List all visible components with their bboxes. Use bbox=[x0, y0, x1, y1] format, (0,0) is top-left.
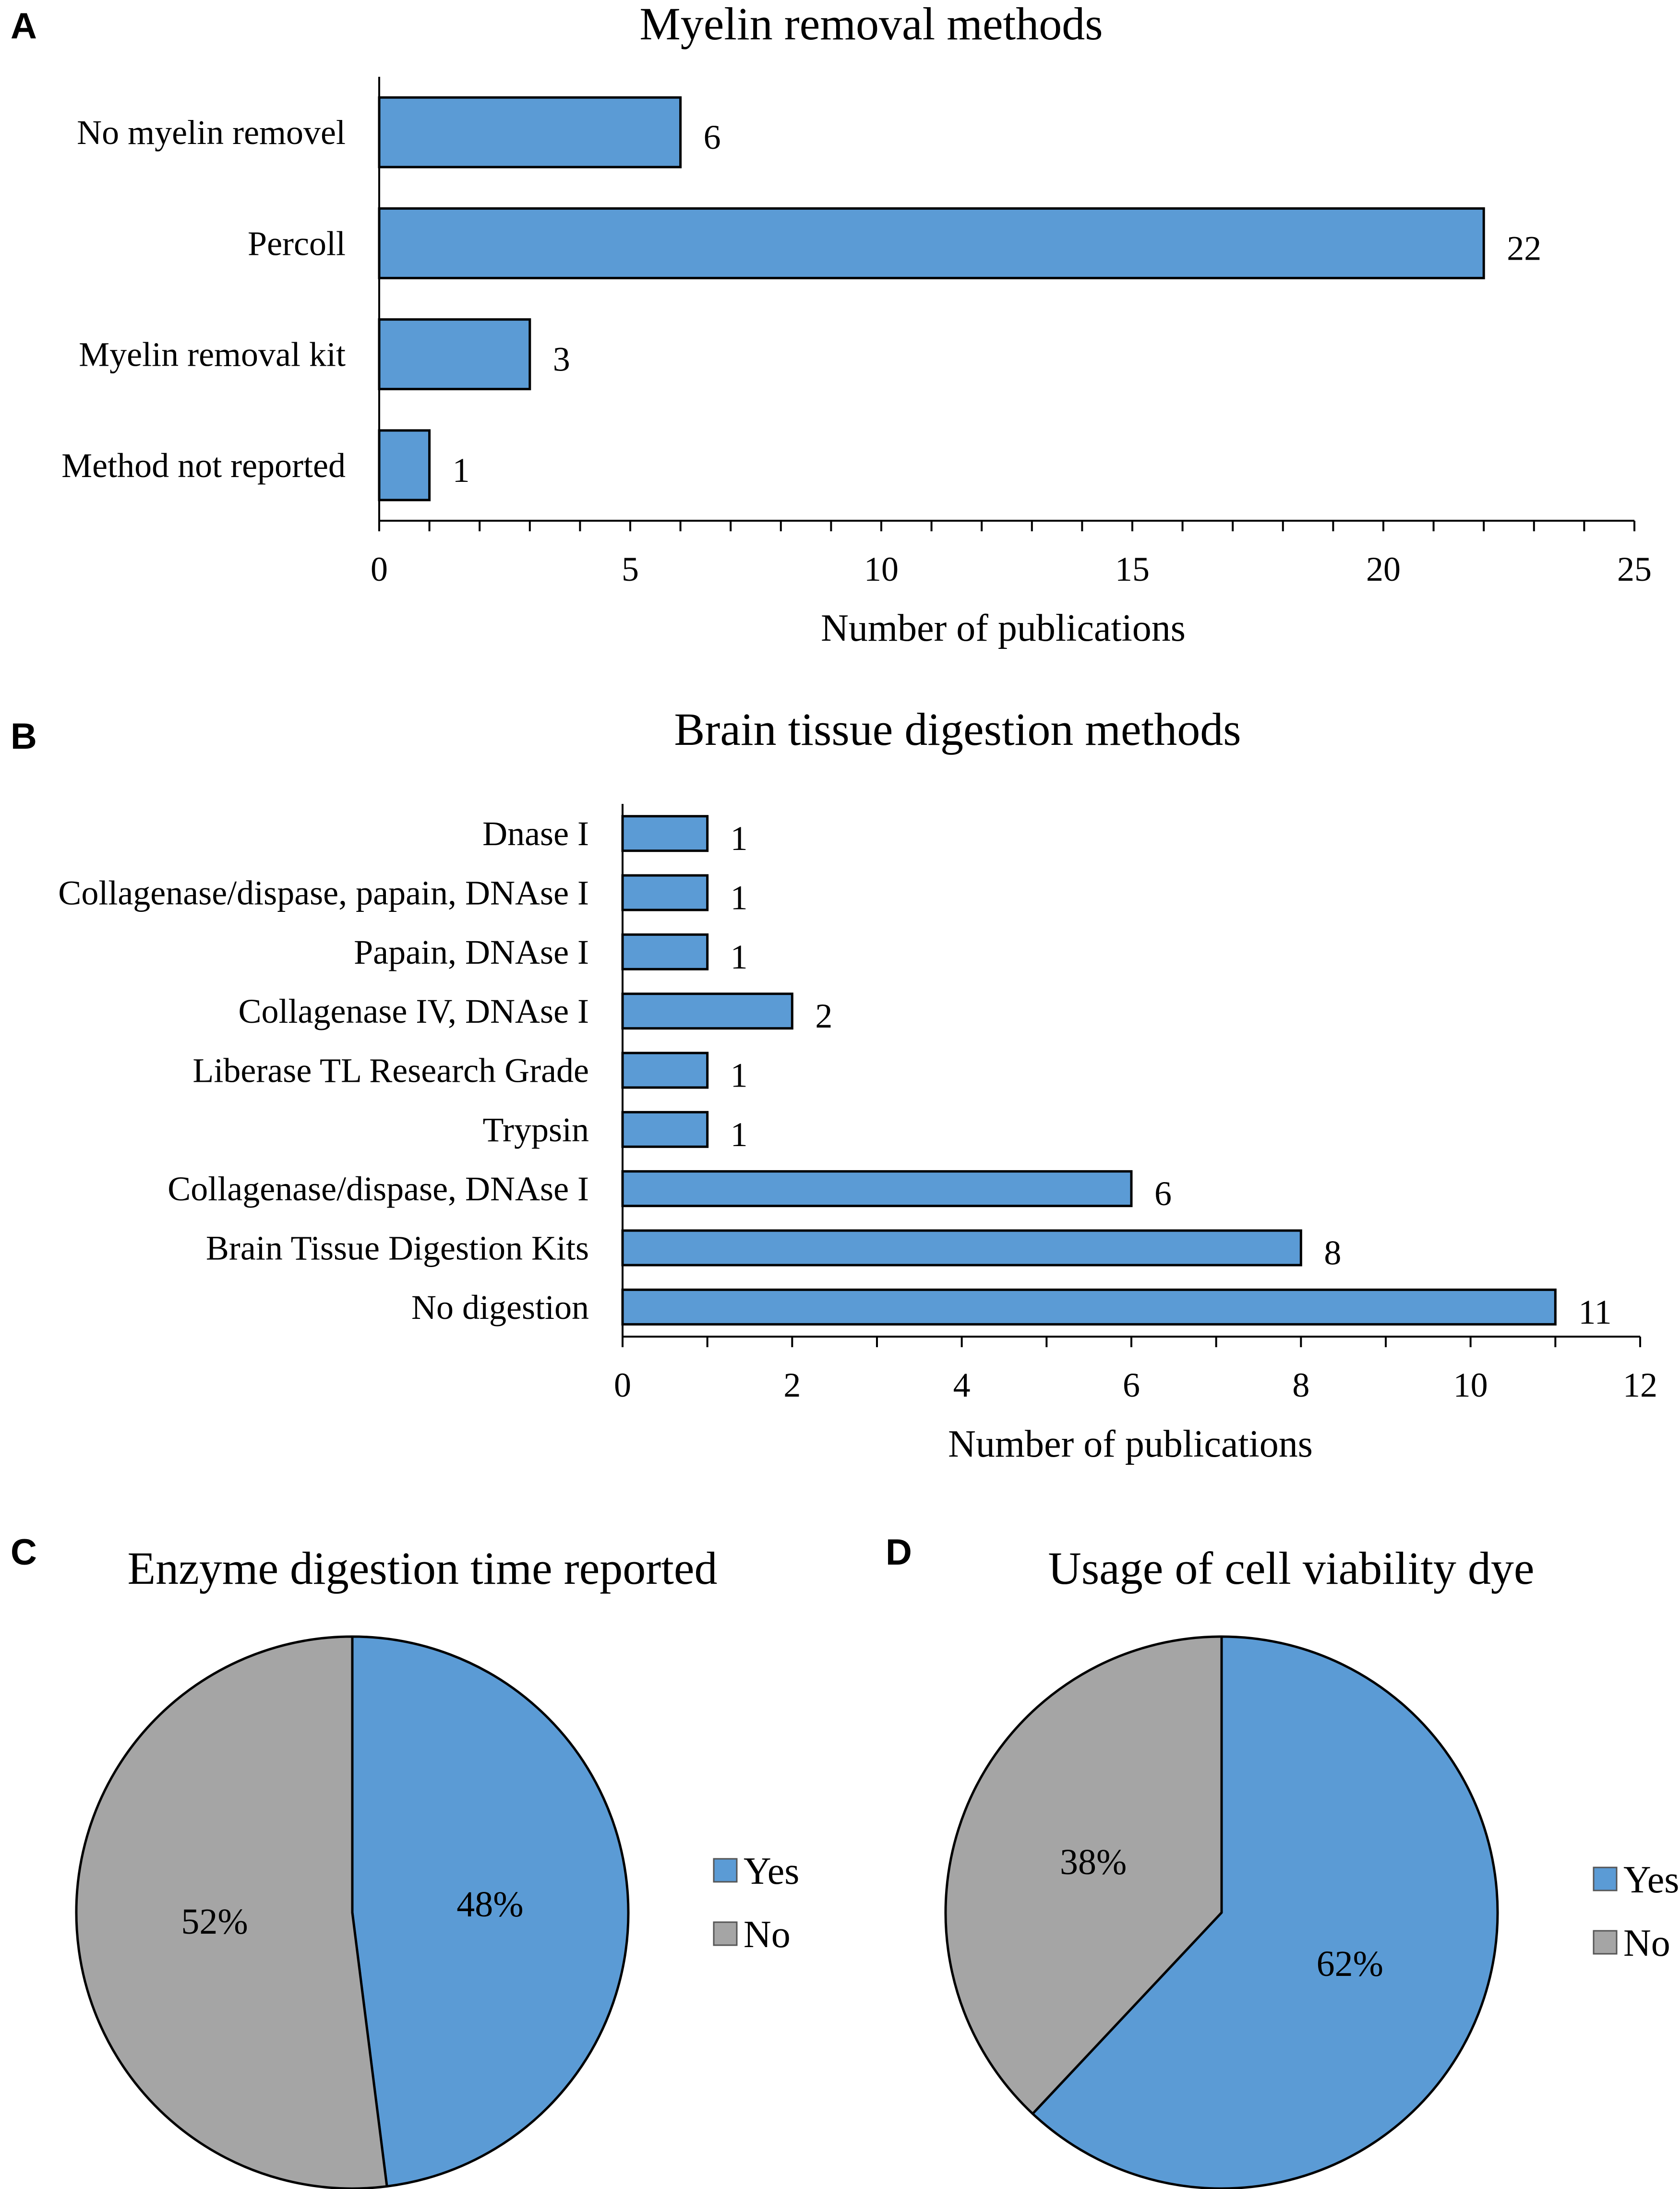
panel-label-d: D bbox=[886, 1532, 912, 1573]
category-label: Collagenase/dispase, DNAse I bbox=[168, 1170, 589, 1208]
x-tick-label: 6 bbox=[1123, 1366, 1140, 1404]
legend-swatch-no bbox=[1593, 1930, 1618, 1955]
bar-6 bbox=[621, 1111, 709, 1148]
bar-5 bbox=[621, 1052, 709, 1089]
x-tick-label: 20 bbox=[1366, 550, 1401, 588]
x-tick-label: 0 bbox=[371, 550, 388, 588]
x-tick-label: 4 bbox=[953, 1366, 971, 1404]
data-label: 1 bbox=[453, 451, 470, 490]
legend-label: No bbox=[744, 1914, 791, 1956]
legend-swatch-yes bbox=[1593, 1866, 1618, 1891]
data-label: 1 bbox=[731, 878, 748, 917]
data-label: 8 bbox=[1324, 1233, 1341, 1272]
x-tick-label: 0 bbox=[614, 1366, 631, 1404]
category-label: No myelin removel bbox=[77, 113, 346, 152]
pie-value-label: 48% bbox=[456, 1884, 523, 1925]
chart-a-title: Myelin removal methods bbox=[639, 0, 1103, 49]
bar-7 bbox=[621, 1170, 1133, 1208]
data-label: 1 bbox=[731, 819, 748, 858]
pie-value-label: 62% bbox=[1317, 1944, 1383, 1984]
pie-slice-yes bbox=[351, 1635, 630, 2188]
pie-slice-no bbox=[944, 1635, 1223, 2115]
panel-label-a: A bbox=[11, 6, 37, 47]
x-tick-label: 5 bbox=[622, 550, 639, 588]
category-label: Collagenase/dispase, papain, DNAse I bbox=[58, 873, 589, 912]
bar-1 bbox=[621, 815, 709, 852]
data-label: 1 bbox=[731, 938, 748, 976]
category-label: Collagenase IV, DNAse I bbox=[238, 992, 589, 1030]
bar-8 bbox=[621, 1229, 1302, 1267]
legend-label: Yes bbox=[744, 1850, 799, 1892]
panel-label-b: B bbox=[11, 716, 37, 757]
pie-slice-yes bbox=[1031, 1635, 1499, 2189]
data-label: 1 bbox=[731, 1115, 748, 1154]
bar-2 bbox=[621, 874, 709, 911]
enzyme-time-pie-chart: Enzyme digestion time reported 48% 52% Yes… bbox=[75, 1543, 799, 2189]
myelin-removal-bar-chart: Myelin removal methods Number of publica… bbox=[61, 0, 1652, 649]
bar-2 bbox=[378, 207, 1485, 279]
x-tick-label: 25 bbox=[1617, 550, 1652, 588]
x-tick-label: 8 bbox=[1292, 1366, 1309, 1404]
legend-label: No bbox=[1623, 1922, 1670, 1964]
bar-9 bbox=[621, 1288, 1557, 1326]
x-tick-label: 12 bbox=[1623, 1366, 1657, 1404]
bar-4 bbox=[621, 993, 793, 1030]
x-tick-label: 2 bbox=[783, 1366, 801, 1404]
x-tick-label: 10 bbox=[1453, 1366, 1488, 1404]
category-label: Trypsin bbox=[483, 1111, 589, 1149]
pie-value-label: 52% bbox=[181, 1902, 248, 1942]
category-label: Papain, DNAse I bbox=[354, 933, 589, 971]
x-tick-label: 10 bbox=[864, 550, 899, 588]
x-tick-label: 15 bbox=[1115, 550, 1150, 588]
data-label: 11 bbox=[1578, 1293, 1611, 1331]
legend-swatch-yes bbox=[713, 1858, 738, 1883]
chart-b-xlabel: Number of publications bbox=[948, 1423, 1313, 1465]
panel-label-c: C bbox=[11, 1532, 37, 1573]
category-label: Myelin removal kit bbox=[79, 335, 346, 374]
category-label: Brain Tissue Digestion Kits bbox=[206, 1229, 589, 1267]
bar-1 bbox=[378, 96, 682, 168]
digestion-methods-bar-chart: Brain tissue digestion methods Number of… bbox=[58, 704, 1657, 1465]
category-label: Method not reported bbox=[61, 446, 346, 485]
chart-b-title: Brain tissue digestion methods bbox=[674, 704, 1241, 755]
category-label: Liberase TL Research Grade bbox=[192, 1051, 589, 1089]
legend-swatch-no bbox=[713, 1921, 738, 1946]
chart-d-title: Usage of cell viability dye bbox=[1048, 1543, 1534, 1594]
legend-label: Yes bbox=[1623, 1859, 1679, 1901]
category-label: No digestion bbox=[411, 1288, 589, 1327]
data-label: 2 bbox=[815, 997, 832, 1035]
pie-value-label: 38% bbox=[1060, 1842, 1127, 1882]
bar-3 bbox=[378, 318, 531, 391]
category-label: Dnase I bbox=[482, 814, 589, 853]
data-label: 22 bbox=[1507, 229, 1541, 267]
chart-a-xlabel: Number of publications bbox=[821, 607, 1186, 649]
data-label: 3 bbox=[553, 340, 570, 379]
pie-slice-no bbox=[75, 1635, 388, 2189]
chart-c-title: Enzyme digestion time reported bbox=[128, 1543, 718, 1594]
bar-3 bbox=[621, 933, 709, 970]
viability-dye-pie-chart: Usage of cell viability dye 62% 38% Yes No bbox=[944, 1543, 1679, 2189]
data-label: 6 bbox=[704, 118, 721, 156]
category-label: Percoll bbox=[248, 224, 346, 263]
data-label: 6 bbox=[1154, 1174, 1172, 1213]
bar-4 bbox=[378, 429, 431, 502]
data-label: 1 bbox=[731, 1056, 748, 1094]
